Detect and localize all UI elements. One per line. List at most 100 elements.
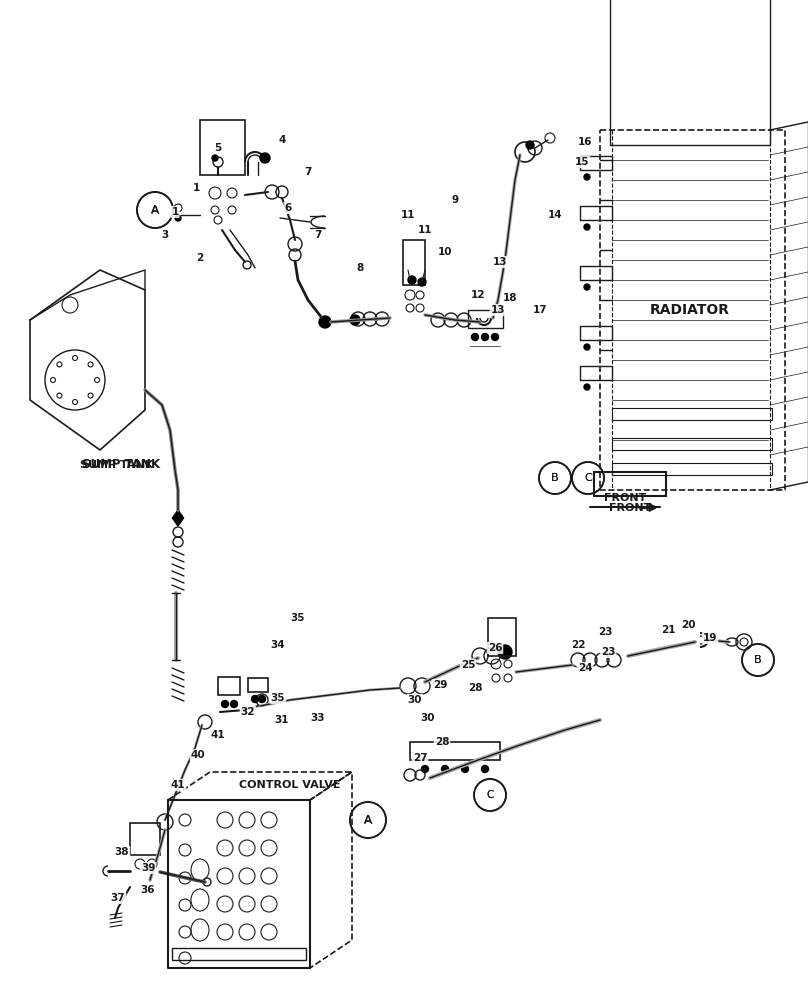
Text: 31: 31	[275, 715, 289, 725]
Bar	[248, 678, 268, 692]
Text: 13: 13	[490, 305, 505, 315]
Circle shape	[441, 766, 448, 772]
Text: 4: 4	[278, 135, 286, 145]
Text: FRONT: FRONT	[604, 493, 646, 503]
Circle shape	[482, 334, 489, 340]
Text: A: A	[364, 814, 372, 826]
Circle shape	[260, 153, 270, 163]
Circle shape	[472, 334, 478, 340]
Text: 14: 14	[548, 210, 562, 220]
Bar	[468, 310, 503, 328]
Text: C: C	[584, 473, 592, 483]
Text: 17: 17	[532, 305, 547, 315]
Circle shape	[584, 344, 590, 350]
Text: 1: 1	[171, 207, 179, 217]
Text: C: C	[486, 790, 494, 800]
Text: 5: 5	[214, 143, 221, 153]
Text: 28: 28	[468, 683, 482, 693]
Text: 41: 41	[211, 730, 225, 740]
Bar	[612, 463, 772, 475]
Text: 22: 22	[570, 640, 585, 650]
Text: 8: 8	[356, 263, 364, 273]
Bar	[218, 677, 240, 695]
Text: 26: 26	[488, 643, 503, 653]
Circle shape	[418, 278, 426, 286]
Bar	[172, 948, 306, 960]
Text: 41: 41	[170, 780, 185, 790]
Text: 12: 12	[471, 290, 486, 300]
Circle shape	[498, 645, 512, 659]
Circle shape	[584, 384, 590, 390]
Circle shape	[526, 141, 534, 149]
Text: FRONT: FRONT	[608, 503, 651, 513]
Text: B: B	[754, 655, 762, 665]
Text: 21: 21	[661, 625, 675, 635]
Circle shape	[584, 224, 590, 230]
Circle shape	[584, 174, 590, 180]
Circle shape	[319, 316, 331, 328]
Text: 35: 35	[271, 693, 285, 703]
Text: 11: 11	[418, 225, 432, 235]
Bar	[612, 408, 772, 420]
Text: 18: 18	[503, 293, 517, 303]
Circle shape	[350, 315, 360, 325]
Text: A: A	[151, 204, 159, 217]
Text: RADIATOR: RADIATOR	[650, 303, 730, 317]
Circle shape	[422, 766, 428, 772]
Text: C: C	[584, 473, 592, 483]
Bar	[403, 240, 425, 285]
Bar	[130, 823, 160, 855]
Text: B: B	[551, 473, 559, 483]
Text: CONTROL VALVE: CONTROL VALVE	[239, 780, 341, 790]
Text: 13: 13	[493, 257, 507, 267]
Circle shape	[259, 696, 266, 702]
Text: 23: 23	[598, 627, 612, 637]
Text: 16: 16	[578, 137, 592, 147]
Text: 23: 23	[601, 647, 615, 657]
Text: B: B	[551, 473, 559, 483]
Text: 3: 3	[162, 230, 169, 240]
Circle shape	[584, 284, 590, 290]
Text: 19: 19	[703, 633, 718, 643]
Text: 29: 29	[433, 680, 447, 690]
Circle shape	[461, 766, 469, 772]
Bar	[200, 120, 245, 175]
Bar	[610, 0, 770, 145]
Text: 2: 2	[196, 253, 204, 263]
Text: B: B	[754, 655, 762, 665]
Text: 35: 35	[291, 613, 305, 623]
Circle shape	[212, 155, 218, 161]
Circle shape	[221, 700, 229, 708]
Text: SUMP TANK: SUMP TANK	[80, 460, 154, 470]
Text: 36: 36	[141, 885, 155, 895]
Text: 7: 7	[305, 167, 312, 177]
Text: 9: 9	[452, 195, 459, 205]
Text: 33: 33	[311, 713, 326, 723]
Polygon shape	[172, 510, 183, 526]
Bar	[594, 472, 666, 496]
Text: 1: 1	[192, 183, 200, 193]
Text: 28: 28	[435, 737, 449, 747]
Text: 10: 10	[438, 247, 452, 257]
Circle shape	[491, 334, 499, 340]
Bar	[410, 742, 500, 760]
Text: 30: 30	[421, 713, 436, 723]
Circle shape	[482, 766, 489, 772]
Text: 39: 39	[141, 863, 155, 873]
Bar	[580, 156, 612, 170]
Bar	[580, 266, 612, 280]
Text: 7: 7	[314, 230, 322, 240]
Circle shape	[230, 700, 238, 708]
Text: 6: 6	[284, 203, 292, 213]
Text: 34: 34	[271, 640, 285, 650]
Text: 37: 37	[111, 893, 125, 903]
Text: 40: 40	[191, 750, 205, 760]
Bar	[488, 618, 516, 656]
Circle shape	[175, 215, 181, 221]
Bar	[580, 366, 612, 380]
Text: SUMP TANK: SUMP TANK	[82, 458, 160, 472]
Text: A: A	[364, 815, 372, 825]
Text: 25: 25	[461, 660, 475, 670]
Bar	[580, 326, 612, 340]
Text: 32: 32	[241, 707, 255, 717]
